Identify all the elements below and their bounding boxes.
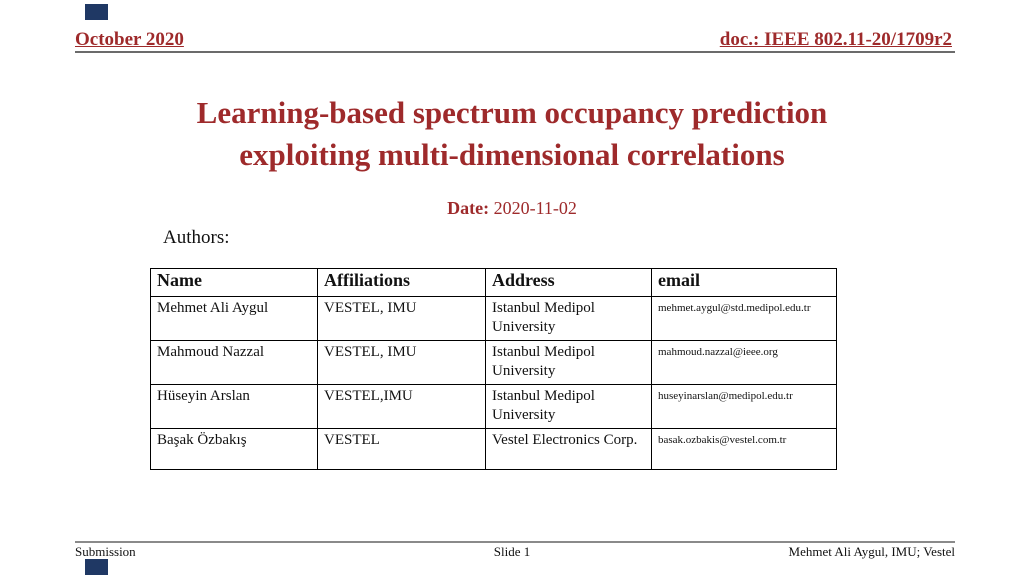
header-rule <box>75 51 955 53</box>
author-address: Istanbul Medipol University <box>485 296 652 341</box>
corner-marker-bottom-left <box>85 559 108 575</box>
column-header-affiliations: Affiliations <box>317 268 486 297</box>
author-email: mahmoud.nazzal@ieee.org <box>651 340 837 385</box>
author-name: Mahmoud Nazzal <box>150 340 318 385</box>
author-address: Istanbul Medipol University <box>485 340 652 385</box>
slide-title-line1: Learning-based spectrum occupancy predic… <box>196 95 828 130</box>
authors-label: Authors: <box>163 227 230 248</box>
column-header-name: Name <box>150 268 318 297</box>
author-address: Vestel Electronics Corp. <box>485 428 652 470</box>
author-address: Istanbul Medipol University <box>485 384 652 429</box>
column-header-email: email <box>651 268 837 297</box>
corner-marker-top-left <box>85 4 108 20</box>
table-row: Başak Özbakış VESTEL Vestel Electronics … <box>150 428 837 470</box>
footer-author: Mehmet Ali Aygul, IMU; Vestel <box>788 544 955 559</box>
table-row: Mahmoud Nazzal VESTEL, IMU Istanbul Medi… <box>150 340 837 385</box>
slide-title-line2: exploiting multi-dimensional correlation… <box>239 137 785 172</box>
authors-table: Name Affiliations Address email Mehmet A… <box>150 268 837 470</box>
authors-table-header-row: Name Affiliations Address email <box>150 268 837 297</box>
author-email: basak.ozbakis@vestel.com.tr <box>651 428 837 470</box>
date-line: Date: 2020-11-02 <box>0 198 1024 219</box>
footer-slide-number: Slide 1 <box>493 544 531 559</box>
author-email: huseyinarslan@medipol.edu.tr <box>651 384 837 429</box>
footer-submission: Submission <box>75 544 136 559</box>
author-email: mehmet.aygul@std.medipol.edu.tr <box>651 296 837 341</box>
author-name: Hüseyin Arslan <box>150 384 318 429</box>
author-affiliations: VESTEL, IMU <box>317 340 486 385</box>
author-name: Başak Özbakış <box>150 428 318 470</box>
header-doc-number: doc.: IEEE 802.11-20/1709r2 <box>719 29 952 50</box>
table-row: Hüseyin Arslan VESTEL,IMU Istanbul Medip… <box>150 384 837 429</box>
column-header-address: Address <box>485 268 652 297</box>
table-row: Mehmet Ali Aygul VESTEL, IMU Istanbul Me… <box>150 296 837 341</box>
author-affiliations: VESTEL <box>317 428 486 470</box>
author-affiliations: VESTEL,IMU <box>317 384 486 429</box>
header-date: October 2020 <box>75 29 184 50</box>
slide-title: Learning-based spectrum occupancy predic… <box>0 92 1024 176</box>
date-label: Date: <box>447 198 490 218</box>
author-affiliations: VESTEL, IMU <box>317 296 486 341</box>
author-name: Mehmet Ali Aygul <box>150 296 318 341</box>
date-value: 2020-11-02 <box>489 198 577 218</box>
footer-rule <box>75 541 955 543</box>
